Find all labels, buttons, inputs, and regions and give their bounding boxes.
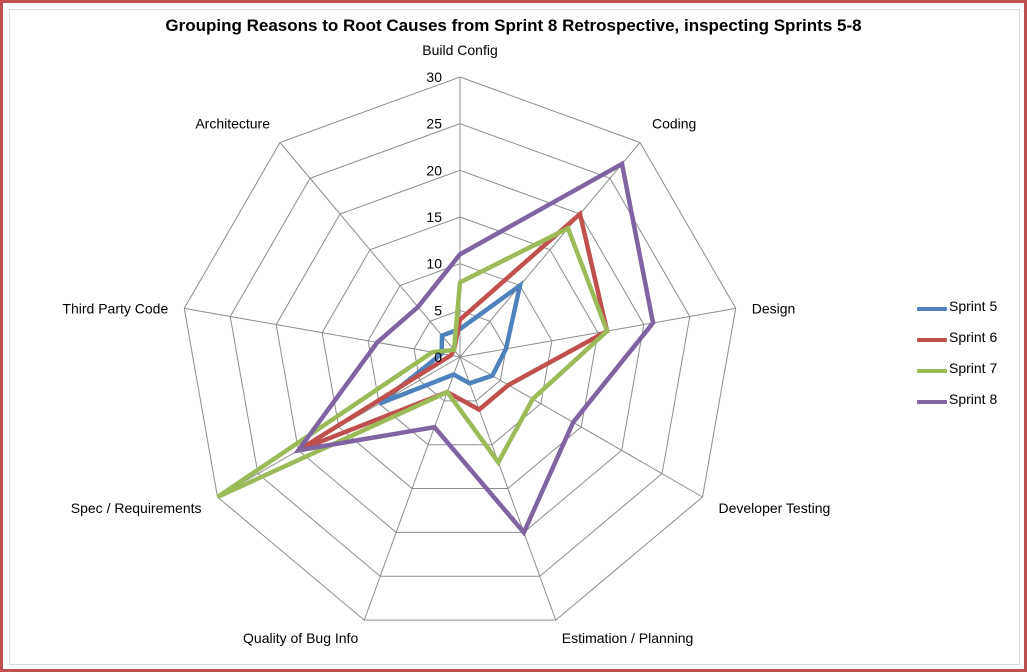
- tick-label: 5: [434, 302, 442, 318]
- legend-label: Sprint 6: [949, 329, 998, 345]
- series-line-sprint-7: [216, 225, 610, 500]
- tick-label: 25: [426, 116, 442, 132]
- series-line-sprint-8: [293, 160, 656, 537]
- tick-label: 20: [426, 162, 442, 178]
- category-label-third-party-code: Third Party Code: [62, 300, 168, 316]
- category-label-build-config: Build Config: [422, 42, 498, 58]
- grid-ring-30: [183, 76, 737, 621]
- tick-label: 0: [434, 349, 442, 365]
- legend-swatch: [917, 400, 947, 404]
- tick-label: 30: [426, 69, 442, 85]
- legend-swatch: [917, 338, 947, 342]
- spoke-2: [459, 307, 736, 358]
- legend-swatch: [917, 369, 947, 373]
- spoke-7: [184, 307, 461, 358]
- legend-swatch: [917, 307, 947, 311]
- series-line-sprint-6: [297, 209, 610, 453]
- category-label-architecture: Architecture: [195, 116, 270, 132]
- plot-area-border: [9, 9, 1020, 665]
- grid-ring-10: [367, 263, 553, 446]
- category-label-quality-of-bug-info: Quality of Bug Info: [243, 630, 358, 646]
- grid-ring-25: [229, 123, 691, 577]
- tick-label: 15: [426, 209, 442, 225]
- chart-title: Grouping Reasons to Root Causes from Spr…: [165, 16, 862, 35]
- tick-label: 10: [426, 256, 442, 272]
- grid-ring-20: [275, 169, 645, 533]
- spoke-3: [459, 356, 703, 498]
- spoke-5: [363, 356, 461, 621]
- spoke-1: [459, 142, 641, 358]
- category-label-estimation-planning: Estimation / Planning: [562, 630, 694, 646]
- grid-ring-15: [321, 216, 599, 490]
- category-label-spec-requirements: Spec / Requirements: [71, 500, 202, 516]
- spoke-4: [459, 356, 557, 621]
- legend-label: Sprint 5: [949, 298, 998, 314]
- category-label-coding: Coding: [652, 116, 696, 132]
- category-label-developer-testing: Developer Testing: [718, 500, 830, 516]
- spoke-8: [279, 142, 461, 358]
- legend-label: Sprint 8: [949, 391, 998, 407]
- legend-label: Sprint 7: [949, 360, 998, 376]
- series-line-sprint-5: [377, 280, 524, 406]
- category-label-design: Design: [752, 300, 796, 316]
